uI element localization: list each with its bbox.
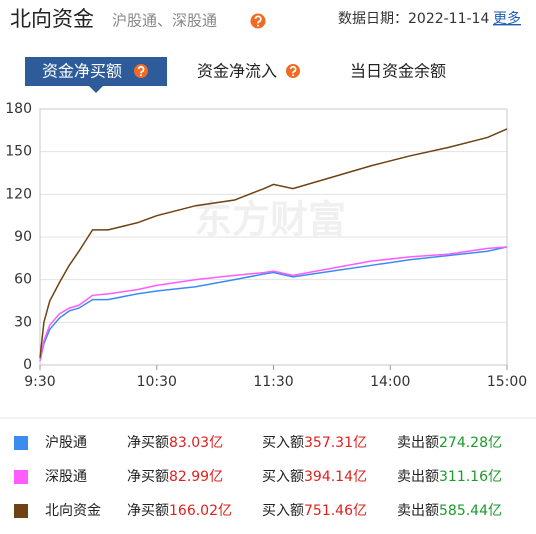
x-tick-label: 14:00	[370, 374, 410, 390]
tab[interactable]: 资金净买额	[42, 62, 122, 81]
watermark: 东方财富	[194, 198, 346, 242]
stat: 买入额394.14亿	[262, 469, 367, 485]
stat-value: 83.03亿	[169, 435, 223, 451]
series-line	[39, 246, 508, 361]
stat-value: 274.28亿	[439, 435, 502, 451]
stat: 买入额751.46亿	[262, 503, 367, 519]
stat-label: 买入额	[262, 435, 304, 451]
legend-swatch	[14, 504, 28, 518]
y-tick-label: 30	[14, 314, 32, 330]
stat-label: 卖出额	[397, 435, 439, 451]
data-date: 数据日期：2022-11-14	[338, 11, 489, 27]
x-tick-label: 10:30	[137, 374, 177, 390]
stat: 买入额357.31亿	[262, 435, 367, 451]
stat: 净买额166.02亿	[127, 503, 232, 519]
x-tick-label: 15:00	[487, 374, 527, 390]
stat-label: 卖出额	[397, 469, 439, 485]
help-icon[interactable]	[250, 13, 266, 29]
x-tick-label: 11:30	[253, 374, 293, 390]
plot: 0 30 60 90 120 150 180 9:30 10:30 11:30 14:00 15:00	[5, 101, 527, 390]
more-link[interactable]: 更多	[493, 10, 521, 27]
tab-pointer	[89, 86, 103, 93]
stat-label: 净买额	[127, 503, 169, 519]
stat-value: 311.16亿	[439, 469, 502, 485]
stat: 净买额82.99亿	[127, 469, 223, 485]
stat-label: 买入额	[262, 503, 304, 519]
y-tick-label: 150	[5, 144, 32, 160]
stat-label: 净买额	[127, 435, 169, 451]
legend-label: 北向资金	[45, 503, 101, 519]
stat-value: 357.31亿	[304, 435, 367, 451]
stat-value: 394.14亿	[304, 469, 367, 485]
title: 北向资金	[10, 7, 94, 31]
stat-label: 买入额	[262, 469, 304, 485]
tab[interactable]: 资金净流入	[197, 62, 277, 81]
subtitle: 沪股通、深股通	[112, 12, 217, 30]
stat-label: 卖出额	[397, 503, 439, 519]
tab[interactable]: 当日资金余额	[350, 62, 446, 81]
y-tick-label: 90	[14, 229, 32, 245]
stat: 卖出额585.44亿	[397, 503, 502, 519]
stat: 卖出额311.16亿	[397, 469, 502, 485]
legend-swatch	[14, 470, 28, 484]
y-tick-label: 0	[23, 357, 32, 373]
stat-value: 751.46亿	[304, 503, 367, 519]
help-icon[interactable]	[286, 64, 300, 78]
y-tick-label: 120	[5, 186, 32, 202]
stat: 卖出额274.28亿	[397, 435, 502, 451]
x-tick-label: 9:30	[24, 374, 55, 390]
stat-value: 82.99亿	[169, 469, 223, 485]
stat-value: 585.44亿	[439, 503, 502, 519]
legend-label: 深股通	[45, 469, 87, 485]
series-line	[39, 128, 508, 358]
stat-value: 166.02亿	[169, 503, 232, 519]
y-tick-label: 180	[5, 101, 32, 117]
series-line	[39, 246, 508, 361]
y-tick-label: 60	[14, 272, 32, 288]
stat: 净买额83.03亿	[127, 435, 223, 451]
legend-label: 沪股通	[45, 435, 87, 451]
stat-label: 净买额	[127, 469, 169, 485]
legend-swatch	[14, 436, 28, 450]
help-icon[interactable]	[134, 64, 148, 78]
